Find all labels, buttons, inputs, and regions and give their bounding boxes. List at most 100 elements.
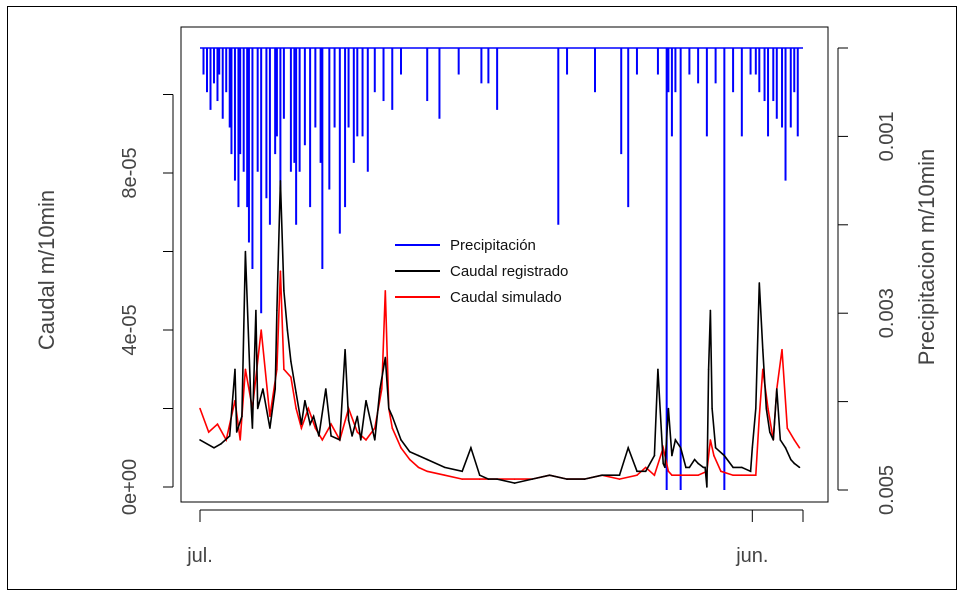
recorded-flow-series-point xyxy=(772,439,775,441)
recorded-flow-series-point xyxy=(269,427,271,429)
recorded-flow-series-point xyxy=(487,478,490,480)
recorded-flow-series-point xyxy=(356,415,359,418)
bottom-axis: jul. jun. xyxy=(186,509,804,567)
recorded-flow-series-point xyxy=(702,466,705,469)
recorded-flow-series-point xyxy=(618,474,621,477)
recorded-flow-series-point xyxy=(741,466,743,469)
recorded-flow-series-point xyxy=(644,470,647,473)
simulated-flow-series-point xyxy=(400,446,402,449)
recorded-flow-series-point xyxy=(496,478,498,480)
recorded-flow-series-point xyxy=(636,470,638,473)
simulated-flow-series-point xyxy=(798,446,801,449)
left-axis-tick-label: 8e-05 xyxy=(119,147,141,198)
recorded-flow-series-point xyxy=(601,474,603,477)
simulated-flow-series-point xyxy=(356,431,359,433)
simulated-flow-series-point xyxy=(408,458,411,461)
simulated-flow-series-point xyxy=(786,427,789,429)
simulated-flow-series-point xyxy=(295,407,297,410)
recorded-flow-series-point xyxy=(325,388,327,390)
simulated-flow-series-point xyxy=(709,439,712,441)
recorded-flow-series-point xyxy=(723,454,726,457)
recorded-flow-series-point xyxy=(387,407,390,410)
plot-box xyxy=(180,26,829,503)
recorded-flow-series-point xyxy=(664,466,666,469)
recorded-flow-series-point xyxy=(470,446,472,449)
recorded-flow-series-point xyxy=(768,431,771,433)
simulated-flow-series-point xyxy=(307,407,310,410)
simulated-flow-series-point xyxy=(244,368,247,371)
simulated-flow-series-point xyxy=(741,474,743,477)
simulated-flow-series-point xyxy=(314,427,317,429)
recorded-flow-series-point xyxy=(262,388,264,390)
recorded-flow-series-point xyxy=(478,474,481,477)
simulated-flow-series-point xyxy=(290,376,292,378)
simulated-flow-series-point xyxy=(667,470,670,473)
plot-area xyxy=(180,26,829,503)
recorded-flow-series-point xyxy=(653,454,656,457)
simulated-flow-series-point xyxy=(260,329,262,331)
simulated-flow-series-point xyxy=(732,474,734,477)
simulated-flow-series-point xyxy=(618,478,621,480)
simulated-flow-series-point xyxy=(688,474,691,477)
recorded-flow-series-point xyxy=(674,439,677,441)
recorded-flow-series-point xyxy=(347,419,350,422)
simulated-flow-series-line xyxy=(199,271,801,480)
recorded-flow-series-point xyxy=(784,446,787,449)
recorded-flow-series-point xyxy=(256,407,259,410)
recorded-flow-series-point xyxy=(707,368,710,371)
recorded-flow-series-point xyxy=(793,462,796,465)
recorded-flow-series-point xyxy=(513,482,516,484)
recorded-flow-series-point xyxy=(199,439,201,441)
recorded-flow-series-point xyxy=(755,407,757,410)
y-axis-label-left: Caudal m/10min xyxy=(34,190,59,350)
recorded-flow-series-point xyxy=(300,423,303,426)
x-tick-label-jul: jul. xyxy=(186,545,213,567)
right-axis-tick-label: 0.005 xyxy=(876,465,898,515)
recorded-flow-series-point xyxy=(274,388,276,390)
recorded-flow-series-point xyxy=(249,395,252,398)
recorded-flow-series-point xyxy=(583,478,586,480)
recorded-flow-series-point xyxy=(693,458,696,461)
recorded-flow-series-point xyxy=(443,466,446,469)
recorded-flow-series-point xyxy=(279,180,282,182)
recorded-flow-series-point xyxy=(751,446,754,449)
simulated-flow-series-point xyxy=(283,368,285,371)
recorded-flow-series-point xyxy=(798,466,801,469)
right-axis: 0.001 0.003 0.005 xyxy=(837,47,898,515)
recorded-flow-series-point xyxy=(765,407,768,410)
right-axis-tick-label: 0.001 xyxy=(876,111,898,161)
simulated-flow-series-point xyxy=(461,478,463,480)
recorded-flow-series-point xyxy=(704,466,706,469)
left-axis-tick-label: 4e-05 xyxy=(119,304,141,355)
recorded-flow-series-point xyxy=(709,309,712,312)
recorded-flow-series-point xyxy=(290,360,292,363)
simulated-flow-series-point xyxy=(330,423,332,426)
simulated-flow-series-point xyxy=(279,270,282,272)
recorded-flow-series-point xyxy=(706,486,708,488)
left-axis: 0e+00 4e-05 8e-05 xyxy=(119,94,174,515)
recorded-flow-series-point xyxy=(714,446,717,449)
recorded-flow-series-point xyxy=(213,446,215,449)
recorded-flow-series-point xyxy=(627,446,630,449)
simulated-flow-series-point xyxy=(239,439,241,441)
recorded-flow-series-point xyxy=(679,446,682,449)
simulated-flow-series-point xyxy=(321,439,324,441)
simulated-flow-series-point xyxy=(679,474,682,477)
recorded-flow-series-point xyxy=(685,466,687,469)
simulated-flow-series-point xyxy=(384,289,387,292)
recorded-flow-series-point xyxy=(417,454,420,457)
simulated-flow-series-point xyxy=(644,466,647,469)
simulated-flow-series-point xyxy=(720,470,722,473)
legend-label: Precipitación xyxy=(450,237,536,254)
simulated-flow-series-point xyxy=(300,427,303,429)
recorded-flow-series-point xyxy=(276,309,278,312)
recorded-flow-series-point xyxy=(732,466,734,469)
recorded-flow-series-point xyxy=(344,348,346,351)
simulated-flow-series-point xyxy=(269,415,271,418)
legend: Precipitación Caudal registrado Caudal sim… xyxy=(395,237,568,306)
recorded-flow-series-point xyxy=(762,348,764,351)
simulated-flow-series-point xyxy=(391,427,394,429)
simulated-flow-series-point xyxy=(380,388,383,390)
recorded-flow-series-point xyxy=(373,439,376,441)
